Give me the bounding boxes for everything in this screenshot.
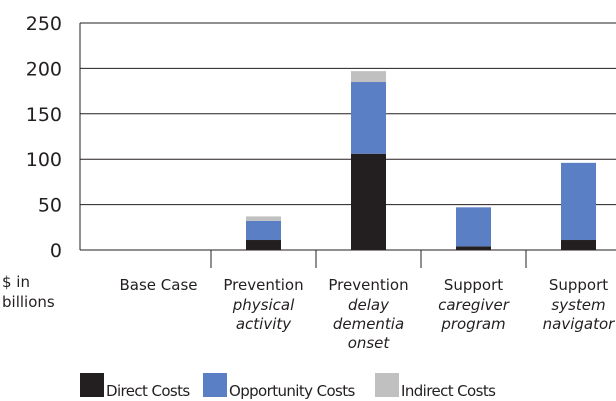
- x-tick-sublabel: caregiver: [438, 296, 510, 314]
- legend-label: Indirect Costs: [401, 382, 496, 400]
- y-axis-label: billions: [2, 293, 55, 311]
- x-tick-sublabel: dementia: [333, 315, 404, 333]
- bar-segment: [246, 216, 281, 221]
- bar-segment: [246, 240, 281, 250]
- legend-swatch: [80, 373, 104, 397]
- x-tick-label: Prevention: [223, 276, 303, 294]
- bar-segment: [351, 71, 386, 83]
- legend-label: Direct Costs: [106, 382, 190, 400]
- x-tick-sublabel: activity: [236, 315, 292, 333]
- bar-segment: [351, 82, 386, 154]
- x-tick-sublabel: delay: [348, 296, 390, 314]
- bar-segment: [561, 162, 596, 241]
- y-tick-label: 200: [26, 58, 62, 80]
- y-tick-label: 250: [26, 13, 62, 35]
- legend-swatch: [375, 373, 399, 397]
- x-tick-label: Prevention: [328, 276, 408, 294]
- y-tick-label: 50: [38, 195, 62, 217]
- y-tick-label: 0: [50, 240, 62, 262]
- legend-label: Opportunity Costs: [229, 382, 356, 400]
- bar-segment: [351, 153, 386, 250]
- y-axis-label: $ in: [2, 273, 30, 291]
- x-tick-sublabel: program: [440, 315, 505, 333]
- x-tick-sublabel: system: [551, 296, 605, 314]
- x-tick-sublabel: physical: [232, 296, 295, 314]
- x-tick-label: Base Case: [119, 276, 197, 294]
- bar-segment: [456, 246, 491, 250]
- x-tick-label: Support: [549, 276, 608, 294]
- bar-segment: [246, 220, 281, 241]
- bar-segment: [456, 207, 491, 247]
- legend-swatch: [203, 373, 227, 397]
- y-tick-label: 100: [26, 149, 62, 171]
- x-tick-sublabel: navigator: [543, 315, 616, 333]
- y-tick-label: 150: [26, 104, 62, 126]
- x-tick-sublabel: onset: [348, 334, 391, 352]
- bar-segment: [561, 240, 596, 250]
- x-tick-label: Support: [444, 276, 503, 294]
